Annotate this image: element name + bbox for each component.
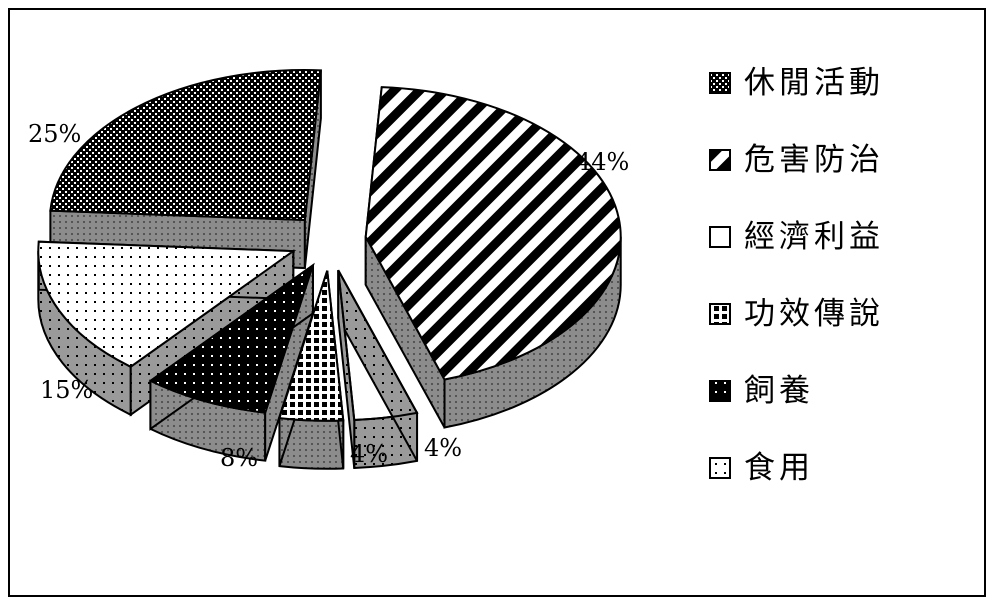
legend-item-5: 飼養 xyxy=(709,373,814,409)
legend-item-4: 功效傳說 xyxy=(709,296,884,332)
slice-top-2 xyxy=(364,86,622,381)
legend-item-6: 食用 xyxy=(709,450,814,486)
slice-label-6: 15% xyxy=(40,376,93,404)
legend-label-5: 飼養 xyxy=(744,373,814,409)
slice-label-3: 4% xyxy=(424,434,462,462)
slice-label-1: 25% xyxy=(28,120,81,148)
legend-swatch-2 xyxy=(709,149,731,171)
legend-swatch-6 xyxy=(709,457,731,479)
slice-top-6 xyxy=(37,240,297,368)
chart-frame: 25% 44% 4% 4% 8% 15% 休閒活動危害防治經濟利益功效傳說飼養食用 xyxy=(8,8,986,597)
legend-label-1: 休閒活動 xyxy=(744,65,884,101)
slice-top-5 xyxy=(148,262,315,414)
pie-slice-4 xyxy=(278,270,345,470)
slice-top-1 xyxy=(49,69,322,222)
legend-item-3: 經濟利益 xyxy=(709,219,884,255)
legend-label-3: 經濟利益 xyxy=(744,219,884,255)
pie-slice-2 xyxy=(364,86,622,429)
legend-swatch-5 xyxy=(709,380,731,402)
slice-label-4: 4% xyxy=(350,440,388,468)
legend-item-1: 休閒活動 xyxy=(709,65,884,101)
legend-swatch-1 xyxy=(709,72,731,94)
pie-slice-1 xyxy=(49,69,322,270)
pie-labels: 25% 44% 4% 4% 8% 15% xyxy=(28,120,629,472)
legend-label-4: 功效傳說 xyxy=(744,296,884,332)
legend-item-2: 危害防治 xyxy=(709,142,884,178)
slice-label-5: 8% xyxy=(220,444,258,472)
legend-label-2: 危害防治 xyxy=(744,142,884,178)
pie-slice-5 xyxy=(148,262,315,462)
pie-slice-3 xyxy=(337,269,419,469)
legend-swatch-4 xyxy=(709,303,731,325)
slice-top-4 xyxy=(278,270,345,422)
legend-label-6: 食用 xyxy=(744,450,814,486)
slice-label-2: 44% xyxy=(576,148,629,176)
legend-swatch-3 xyxy=(709,226,731,248)
pie-slices xyxy=(37,69,622,470)
slice-top-3 xyxy=(337,269,419,421)
